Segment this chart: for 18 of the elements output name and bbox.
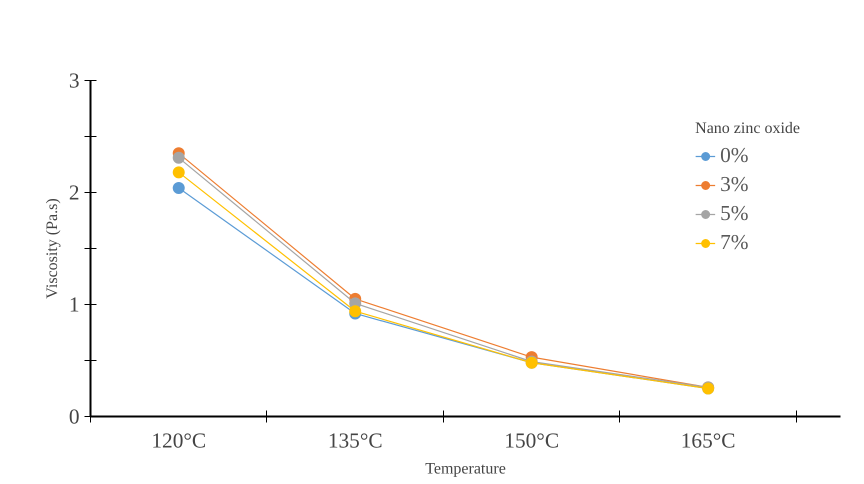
legend-label: 7% — [720, 230, 749, 255]
legend-label: 0% — [720, 143, 749, 168]
x-axis-title: Temperature — [425, 460, 506, 478]
x-tick-label: 135°C — [328, 428, 383, 452]
point — [172, 152, 185, 164]
point — [172, 166, 185, 178]
legend-label: 3% — [720, 172, 749, 197]
point — [172, 182, 185, 194]
legend-title: Nano zinc oxide — [695, 120, 800, 138]
x-tick-label: 165°C — [680, 428, 736, 452]
y-tick-label: 1 — [68, 292, 80, 316]
legend-label: 5% — [720, 201, 749, 226]
x-tick-label: 120°C — [151, 428, 206, 452]
y-tick-label: 0 — [68, 404, 80, 428]
x-tick-label: 150°C — [504, 428, 560, 452]
y-tick-label: 2 — [68, 180, 80, 204]
y-tick-label: 3 — [68, 68, 80, 92]
y-axis-title: Viscosity (Pa.s) — [44, 198, 61, 299]
